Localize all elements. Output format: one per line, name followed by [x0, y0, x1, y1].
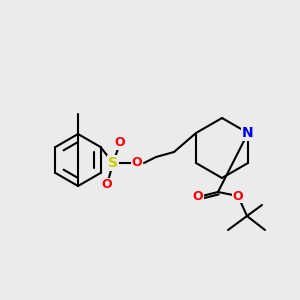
- Text: O: O: [233, 190, 243, 202]
- Text: N: N: [242, 126, 254, 140]
- Text: O: O: [132, 157, 142, 169]
- Text: O: O: [193, 190, 203, 203]
- Text: S: S: [108, 156, 118, 170]
- Text: O: O: [115, 136, 125, 149]
- Text: O: O: [102, 178, 112, 191]
